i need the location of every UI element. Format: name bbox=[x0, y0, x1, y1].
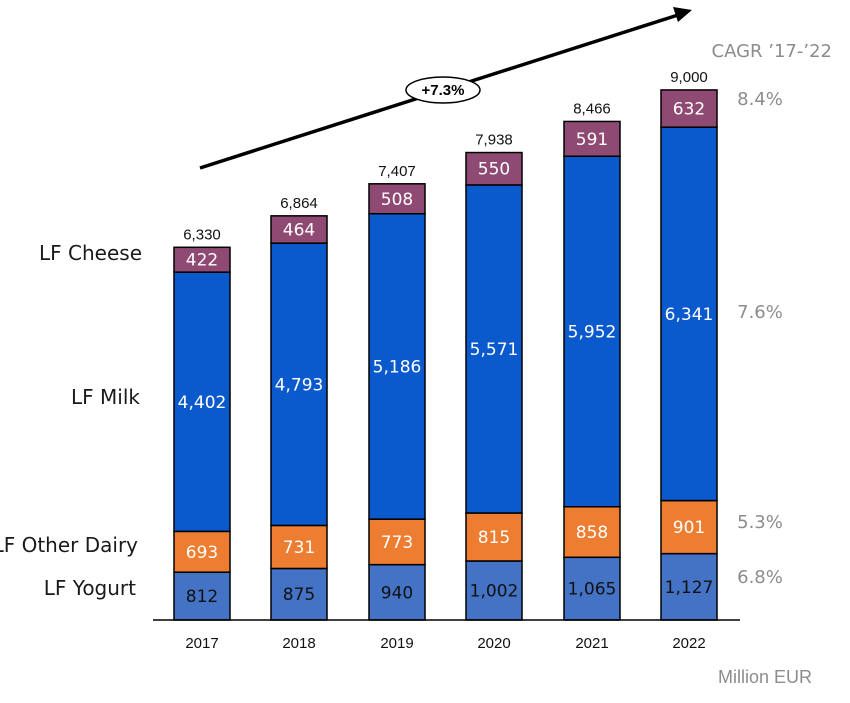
cagr-value-label: 7.6% bbox=[737, 302, 783, 323]
year-tick-label: 2018 bbox=[282, 635, 315, 652]
year-tick-label: 2021 bbox=[575, 635, 608, 652]
cagr-title: CAGR ’17-’22 bbox=[712, 41, 833, 62]
bar-segment bbox=[465, 184, 523, 514]
year-tick-label: 2017 bbox=[185, 635, 218, 652]
bar-total-label: 7,938 bbox=[475, 132, 513, 149]
bar-segment bbox=[465, 151, 523, 186]
bar-total-label: 8,466 bbox=[573, 100, 611, 117]
bar-segment-label: 1,065 bbox=[568, 580, 617, 600]
bar-segment-label: 5,952 bbox=[568, 323, 617, 343]
totals-layer: 6,330 6,864 7,407 7,938 8,466 9,000 bbox=[183, 69, 708, 243]
bar-total-label: 6,330 bbox=[183, 226, 221, 243]
bar-segment-label: 5,186 bbox=[373, 357, 422, 377]
bar-segment-label: 464 bbox=[283, 221, 315, 241]
bar-segment-label: 4,793 bbox=[275, 375, 324, 395]
year-tick-label: 2019 bbox=[380, 635, 413, 652]
bar-segment-label: 632 bbox=[673, 100, 705, 120]
cagr-values: 6.8% 5.3% 7.6% 8.4% bbox=[737, 89, 783, 588]
bar-segment bbox=[563, 506, 621, 559]
bar-segment bbox=[660, 552, 718, 621]
bar-segment-label: 693 bbox=[186, 543, 218, 563]
series-name-label: LF Cheese bbox=[39, 241, 142, 265]
bar-segment-label: 875 bbox=[283, 585, 315, 605]
series-name-label: LF Milk bbox=[71, 385, 140, 409]
bar-segment-label: 1,127 bbox=[665, 578, 714, 598]
cagr-value-label: 8.4% bbox=[737, 89, 783, 110]
growth-label: +7.3% bbox=[422, 82, 465, 99]
trend-arrow-head bbox=[673, 7, 692, 22]
bar-segment-label: 508 bbox=[381, 190, 413, 210]
growth-bubble bbox=[405, 76, 481, 104]
bar-segment-label: 812 bbox=[186, 587, 218, 607]
year-tick-label: 2020 bbox=[477, 635, 510, 652]
bar-segment-label: 731 bbox=[283, 538, 315, 558]
bar-segment-label: 422 bbox=[186, 251, 218, 271]
bar-segment bbox=[563, 556, 621, 621]
series-name-label: LF Yogurt bbox=[44, 576, 136, 600]
bar-segment-label: 550 bbox=[478, 160, 510, 180]
bar-segment-label: 901 bbox=[673, 518, 705, 538]
bar-segment bbox=[270, 215, 328, 244]
x-axis-labels: 2017 2018 2019 2020 2021 2022 bbox=[185, 635, 705, 652]
bar-segment-label: 6,341 bbox=[665, 305, 714, 325]
bar-segment bbox=[368, 212, 426, 520]
bar-segment-label: 1,002 bbox=[470, 581, 519, 601]
bar-segment bbox=[270, 242, 328, 527]
bar-segment-label: 815 bbox=[478, 528, 510, 548]
bar-segment bbox=[563, 155, 621, 508]
bar-segment bbox=[173, 571, 231, 621]
series-labels: LF Yogurt LF Other Dairy LF Milk LF Cheese bbox=[0, 241, 142, 600]
bar-segment bbox=[368, 518, 426, 566]
bar-segment-label: 773 bbox=[381, 533, 413, 553]
year-tick-label: 2022 bbox=[672, 635, 705, 652]
bar-segment bbox=[173, 530, 231, 573]
bar-segment-label: 4,402 bbox=[178, 393, 227, 413]
bar-total-label: 7,407 bbox=[378, 163, 416, 180]
bar-segment-label: 858 bbox=[576, 523, 608, 543]
bar-segment bbox=[563, 120, 621, 157]
bars-layer: 812 693 4,402 422 875 731 4,793 464 940 773 5,186 5… bbox=[173, 89, 718, 621]
bar-segment bbox=[368, 183, 426, 215]
bar-segment-label: 5,571 bbox=[470, 340, 519, 360]
bar-segment-label: 940 bbox=[381, 583, 413, 603]
bar-segment bbox=[660, 89, 718, 128]
cagr-value-label: 6.8% bbox=[737, 567, 783, 588]
bar-segment-label: 591 bbox=[576, 130, 608, 150]
bar-total-label: 9,000 bbox=[670, 69, 708, 86]
cagr-value-label: 5.3% bbox=[737, 512, 783, 533]
unit-label: Million EUR bbox=[718, 667, 812, 687]
bar-segment bbox=[660, 126, 718, 502]
series-name-label: LF Other Dairy bbox=[0, 533, 138, 557]
bar-segment bbox=[270, 524, 328, 570]
bar-segment bbox=[173, 246, 231, 273]
bar-total-label: 6,864 bbox=[280, 195, 318, 212]
